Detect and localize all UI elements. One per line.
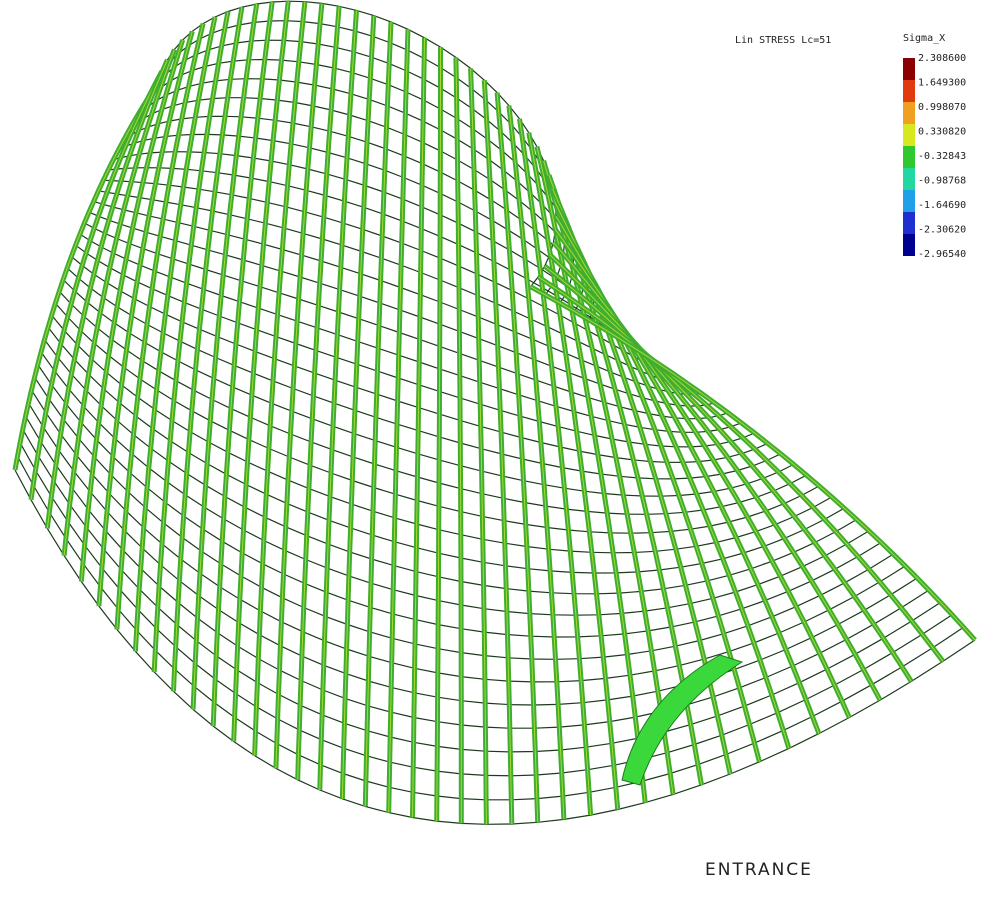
rib-edge [413,38,425,818]
hoop [18,456,964,800]
legend-label: -2.96540 [918,249,966,260]
color-swatch [903,80,915,102]
color-swatch [903,234,915,256]
view-title: Lin STRESS Lc=51 [735,35,831,46]
legend-label: 0.330820 [918,127,966,138]
entrance-label: ENTRANCE [705,860,813,880]
legend-label: -1.64690 [918,200,966,211]
color-swatch [903,168,915,190]
hoop [158,1,556,287]
rib [389,29,408,812]
legend-label: 2.308600 [918,53,966,64]
color-swatch [903,212,915,234]
hoop [119,134,632,346]
legend-label: 1.649300 [918,78,966,89]
color-swatch [903,124,915,146]
legend-label: -2.30620 [918,225,966,236]
legend-title: Sigma_X [903,33,945,44]
color-bar: 2.308600 1.649300 0.998070 0.330820 -0.32843… [903,53,966,260]
legend-label: -0.98768 [918,176,966,187]
legend-label: 0.998070 [918,102,966,113]
color-swatch [903,102,915,124]
color-swatch [903,146,915,168]
color-swatch [903,58,915,80]
legend-label: -0.32843 [918,151,966,162]
color-swatch [903,190,915,212]
shell-mesh [15,1,975,824]
stress-view: Lin STRESS Lc=51 Sigma_X 2.308600 1.64930… [0,0,995,911]
